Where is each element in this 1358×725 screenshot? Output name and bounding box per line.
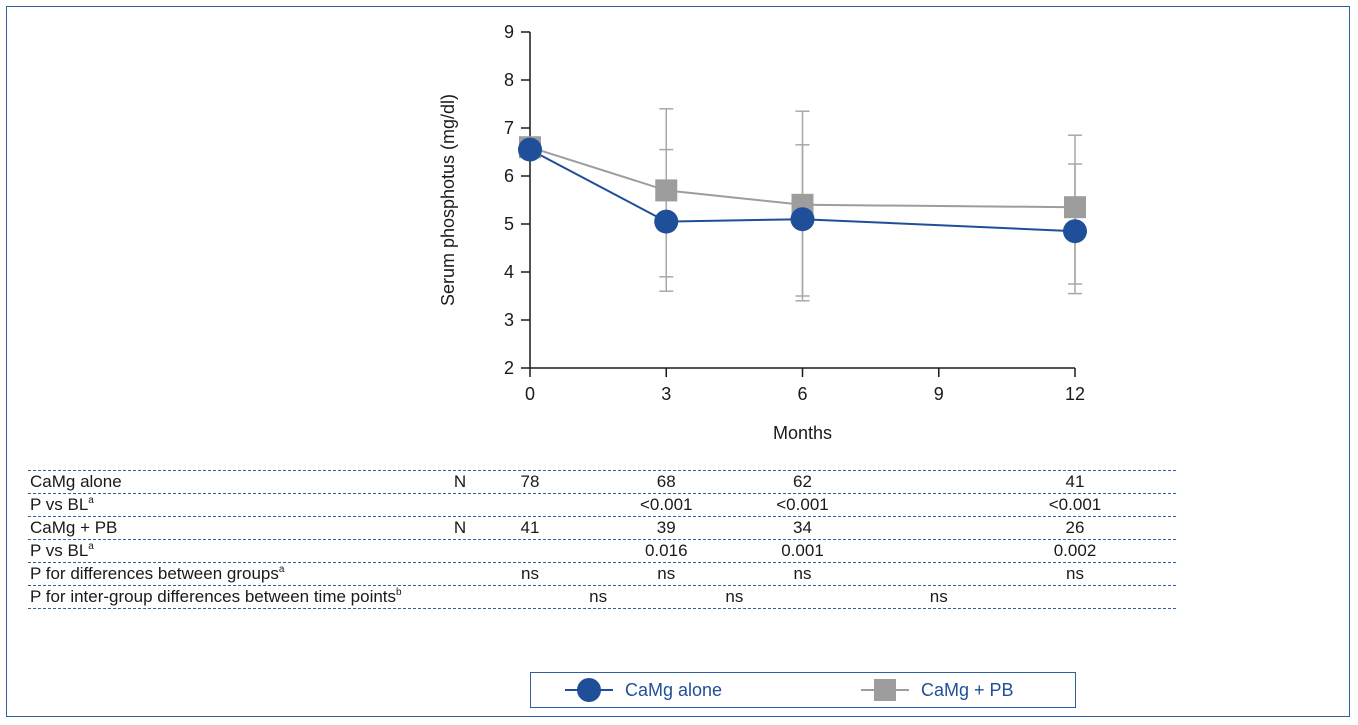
- stats-row: CaMg + PB N 41 39 34 26: [28, 517, 1176, 540]
- stats-cell: 0.002: [1053, 541, 1097, 560]
- stats-row: P vs BLa 0.016 0.001 0.002: [28, 540, 1176, 563]
- legend-label: CaMg + PB: [921, 679, 1014, 700]
- y-axis-title: Serum phosphotus (mg/dl): [438, 94, 458, 306]
- stats-cell: 26: [1065, 518, 1085, 537]
- line-chart: 2 3 4 5 6 7 8 9 0 3 6 9 12 Months Serum phosphotus (mg…: [438, 22, 1087, 443]
- stats-cell: 0.001: [781, 541, 824, 560]
- y-tick-label: 7: [504, 118, 514, 138]
- stats-row-label: CaMg alone: [30, 472, 122, 491]
- stats-n-label: N: [453, 472, 467, 491]
- stats-cell: 41: [1065, 472, 1085, 491]
- footnote-mark: b: [396, 587, 402, 598]
- legend-swatch: [565, 678, 613, 702]
- x-tick-label: 0: [525, 384, 535, 404]
- stats-cell: 41: [520, 518, 540, 537]
- y-tick-label: 4: [504, 262, 514, 282]
- stats-row: P for inter-group differences between ti…: [28, 586, 1176, 609]
- data-point-circle: [1063, 219, 1087, 244]
- stats-cell: ns: [725, 587, 744, 606]
- y-tick-label: 9: [504, 22, 514, 42]
- data-point-square: [1064, 196, 1086, 219]
- x-tick-label: 3: [661, 384, 671, 404]
- stats-cell: 78: [520, 472, 540, 491]
- stats-cell: ns: [521, 564, 539, 583]
- y-tick-label: 5: [504, 214, 514, 234]
- stats-row-label: P for differences between groupsa: [30, 564, 285, 583]
- stats-cell: <0.001: [640, 495, 693, 514]
- stats-cell: ns: [793, 564, 812, 583]
- stats-row: P for differences between groupsa ns ns ns n…: [28, 563, 1176, 586]
- series-lines: [529, 146, 1076, 233]
- legend: CaMg alone CaMg + PB: [530, 672, 1076, 708]
- legend-item: CaMg alone: [563, 673, 722, 707]
- footnote-mark: a: [278, 564, 285, 575]
- stats-cell: <0.001: [776, 495, 829, 514]
- footnote-mark: a: [88, 495, 94, 506]
- legend-item: CaMg + PB: [859, 673, 1014, 707]
- stats-row-label: P vs BLa: [30, 495, 94, 514]
- y-tick-label: 2: [504, 358, 514, 378]
- legend-swatch: [861, 679, 909, 701]
- y-tick-label: 8: [504, 70, 514, 90]
- stats-row-label: P for inter-group differences between ti…: [30, 587, 402, 606]
- stats-cell: 0.016: [644, 541, 688, 560]
- stats-row: P vs BLa <0.001 <0.001 <0.001: [28, 494, 1176, 517]
- x-tick-label: 12: [1065, 384, 1085, 404]
- stats-cell: ns: [929, 587, 948, 606]
- data-point-circle: [654, 209, 679, 234]
- statistics-table: CaMg alone N 78 68 62 41 P vs BLa <0.001 <0.001 <…: [28, 470, 1176, 609]
- stats-cell: 34: [793, 518, 812, 537]
- stats-row-label: CaMg + PB: [30, 518, 118, 537]
- legend-marker-square: [874, 679, 896, 701]
- chart-axes: [521, 31, 1076, 377]
- stats-cell: ns: [1066, 564, 1084, 583]
- stats-cell: 68: [656, 472, 676, 491]
- x-tick-label: 6: [797, 384, 807, 404]
- legend-marker-circle: [577, 678, 601, 702]
- figure-frame: [6, 6, 1350, 717]
- stats-cell: <0.001: [1048, 495, 1102, 514]
- footnote-mark: a: [88, 541, 94, 552]
- x-axis-title: Months: [773, 423, 832, 443]
- stats-cell: 39: [656, 518, 676, 537]
- stats-cell: ns: [657, 564, 676, 583]
- stats-row-label: P vs BLa: [30, 541, 94, 560]
- series-line: [529, 146, 1076, 209]
- stats-cell: 62: [793, 472, 812, 491]
- stats-row: CaMg alone N 78 68 62 41: [28, 470, 1176, 494]
- y-tick-label: 6: [504, 166, 514, 186]
- legend-label: CaMg alone: [625, 679, 723, 700]
- data-point-square: [655, 179, 678, 202]
- data-point-circle: [790, 207, 815, 232]
- x-tick-label: 9: [934, 384, 944, 404]
- stats-n-label: N: [453, 518, 467, 537]
- data-point-circle: [518, 137, 542, 162]
- stats-cell: ns: [589, 587, 608, 606]
- tick-labels: 2 3 4 5 6 7 8 9 0 3 6 9 12 Months Serum phosphotus (mg…: [438, 22, 1085, 443]
- series-markers: [518, 136, 1087, 244]
- series-line: [529, 148, 1076, 233]
- y-tick-label: 3: [504, 310, 514, 330]
